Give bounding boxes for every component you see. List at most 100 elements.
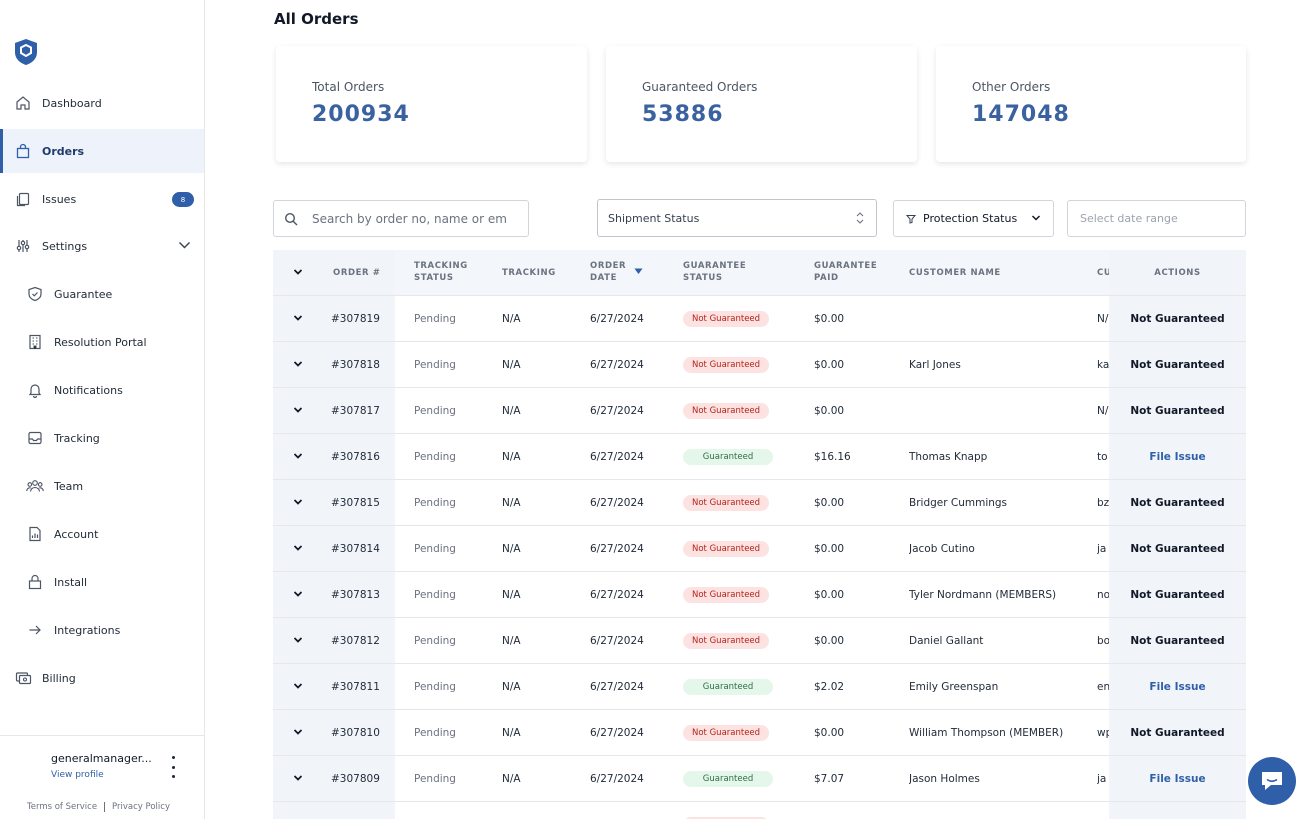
cell-guarantee-paid: $0.00 (814, 589, 845, 601)
cell-guarantee-status: Not Guaranteed (683, 296, 803, 342)
sidebar-item-settings[interactable]: Settings (0, 224, 204, 268)
file-issue-button[interactable]: File Issue (1149, 681, 1206, 693)
search-box[interactable] (273, 200, 529, 237)
home-icon (14, 94, 32, 112)
sidebar-item-integrations[interactable]: Integrations (0, 608, 204, 652)
sidebar-item-guarantee[interactable]: Guarantee (0, 272, 204, 316)
expand-row-chevron-icon[interactable] (293, 682, 303, 690)
sidebar-item-label: Install (54, 575, 88, 589)
view-profile-link[interactable]: View profile (51, 770, 104, 780)
date-range-input[interactable] (1080, 212, 1230, 225)
row-actions-column (1109, 664, 1246, 709)
table-row[interactable]: #307811 Pending N/A 6/27/2024 $2.02 Emily Gre… (273, 664, 1246, 710)
stat-card-other-orders: Other Orders 147048 (936, 46, 1246, 162)
action-status-text: Not Guaranteed (1130, 405, 1225, 417)
table-row[interactable]: #307810 Pending N/A 6/27/2024 $0.00 William T… (273, 710, 1246, 756)
expand-row-chevron-icon[interactable] (293, 498, 303, 506)
guarantee-status-badge: Not Guaranteed (683, 541, 770, 557)
cell-customer-name (909, 802, 1089, 819)
row-lead-column (273, 710, 395, 755)
expand-row-chevron-icon[interactable] (293, 544, 303, 552)
header-guarantee-paid[interactable]: GUARANTEE PAID (814, 260, 877, 284)
table-row[interactable]: #307813 Pending N/A 6/27/2024 $0.00 Tyler Nor… (273, 572, 1246, 618)
search-input[interactable] (312, 211, 512, 226)
expand-row-chevron-icon[interactable] (293, 590, 303, 598)
header-tracking[interactable]: TRACKING (502, 268, 556, 278)
sidebar-item-label: Issues (42, 192, 77, 206)
table-row[interactable]: #307814 Pending N/A 6/27/2024 $0.00 Jacob Cut… (273, 526, 1246, 572)
shipment-status-select[interactable]: Shipment Status (597, 199, 877, 237)
sort-descending-icon[interactable] (634, 268, 643, 275)
chart-document-icon (26, 525, 44, 543)
expand-all-chevron-icon[interactable] (293, 268, 303, 276)
cell-tracking-status: Pending (414, 543, 456, 555)
header-line: ORDER (590, 261, 627, 271)
expand-row-chevron-icon[interactable] (293, 360, 303, 368)
expand-row-chevron-icon[interactable] (293, 728, 303, 736)
header-tracking-status[interactable]: TRACKING STATUS (414, 260, 468, 284)
sidebar-item-label: Tracking (54, 431, 100, 445)
sidebar-item-billing[interactable]: Billing (0, 656, 204, 700)
row-lead-column (273, 618, 395, 663)
table-row[interactable]: #307819 Pending N/A 6/27/2024 $0.00 N/Not Gua… (273, 296, 1246, 342)
privacy-link[interactable]: Privacy Policy (112, 802, 170, 812)
cell-tracking: N/A (502, 497, 521, 509)
table-row[interactable]: #307809 Pending N/A 6/27/2024 $7.07 Jason Hol… (273, 756, 1246, 802)
cell-order-date: 6/27/2024 (590, 405, 644, 417)
expand-row-chevron-icon[interactable] (293, 774, 303, 782)
table-row[interactable]: #307816 Pending N/A 6/27/2024 $16.16 Thomas K… (273, 434, 1246, 480)
cell-customer-email: ja (1097, 773, 1107, 785)
cell-guarantee-status: Not Guaranteed (683, 388, 803, 434)
chat-launcher-button[interactable] (1248, 757, 1296, 805)
action-status-text: Not Guaranteed (1109, 802, 1246, 819)
table-row[interactable]: #307812 Pending N/A 6/27/2024 $0.00 Daniel Ga… (273, 618, 1246, 664)
expand-row-chevron-icon[interactable] (293, 636, 303, 644)
header-customer-name[interactable]: CUSTOMER NAME (909, 268, 1001, 278)
sidebar-item-dashboard[interactable]: Dashboard (0, 81, 204, 125)
sidebar-item-account[interactable]: Account (0, 512, 204, 556)
date-range-picker[interactable] (1067, 200, 1246, 237)
row-lead-column (273, 480, 395, 525)
documents-icon (14, 190, 32, 208)
expand-row-chevron-icon[interactable] (293, 314, 303, 322)
row-actions-column (1109, 526, 1246, 571)
sidebar-item-issues[interactable]: Issues 8 (0, 177, 204, 221)
brand-shield-logo-icon[interactable] (13, 38, 39, 66)
protection-status-dropdown[interactable]: Protection Status (893, 200, 1054, 237)
profile-section: generalmanager... View profile Terms of … (0, 735, 204, 819)
more-vertical-icon[interactable] (166, 756, 180, 778)
expand-row-chevron-icon[interactable] (293, 452, 303, 460)
guarantee-status-badge: Not Guaranteed (683, 817, 770, 819)
billing-icon (14, 669, 32, 687)
sidebar-item-resolution-portal[interactable]: Resolution Portal (0, 320, 204, 364)
sliders-icon (14, 237, 32, 255)
cell-customer-name: Jason Holmes (909, 773, 980, 785)
cell-customer-email: bo (1097, 635, 1109, 647)
stat-label: Guaranteed Orders (642, 80, 758, 94)
cell-tracking-status: Pending (414, 313, 456, 325)
sidebar-item-notifications[interactable]: Notifications (0, 368, 204, 412)
cell-order-date: 6/27/2024 (590, 451, 644, 463)
file-issue-button[interactable]: File Issue (1149, 451, 1206, 463)
header-customer-email[interactable]: CU (1097, 268, 1109, 278)
sidebar-item-tracking[interactable]: Tracking (0, 416, 204, 460)
inbox-icon (26, 429, 44, 447)
table-row[interactable]: #307815 Pending N/A 6/27/2024 $0.00 Bridger C… (273, 480, 1246, 526)
row-actions-column (1109, 710, 1246, 755)
file-issue-button[interactable]: File Issue (1149, 773, 1206, 785)
table-row[interactable]: #307808 Pending N/A 6/27/2024 $0.00 Not Guara… (273, 802, 1246, 819)
header-order[interactable]: ORDER # (333, 268, 381, 278)
expand-row-chevron-icon[interactable] (293, 406, 303, 414)
header-guarantee-status[interactable]: GUARANTEE STATUS (683, 260, 746, 284)
sidebar-item-install[interactable]: Install (0, 560, 204, 604)
terms-link[interactable]: Terms of Service (27, 802, 98, 812)
table-row[interactable]: #307817 Pending N/A 6/27/2024 $0.00 N/Not Gua… (273, 388, 1246, 434)
table-row[interactable]: #307818 Pending N/A 6/27/2024 $0.00 Karl Jone… (273, 342, 1246, 388)
sidebar-item-orders[interactable]: Orders (0, 129, 204, 173)
sidebar-item-team[interactable]: Team (0, 464, 204, 508)
header-order-date[interactable]: ORDER DATE (590, 260, 626, 284)
chevron-down-icon[interactable] (178, 241, 191, 250)
guarantee-status-badge: Not Guaranteed (683, 403, 770, 419)
cell-guarantee-paid: $0.00 (814, 543, 845, 555)
cell-customer-name: William Thompson (MEMBER) (909, 727, 1064, 739)
